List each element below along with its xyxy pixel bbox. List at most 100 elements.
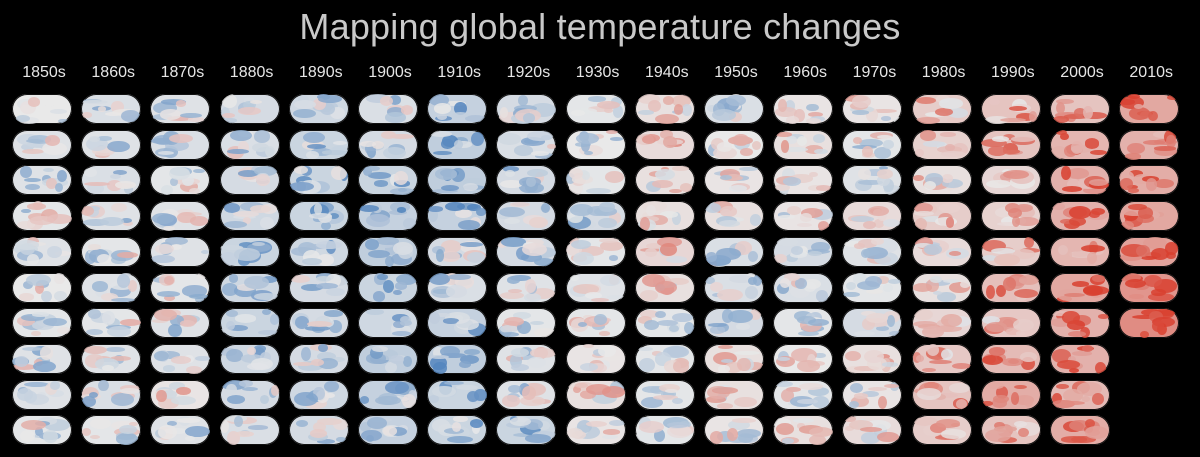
anomaly-patch xyxy=(385,242,397,256)
anomaly-patch xyxy=(453,139,463,150)
anomaly-patch xyxy=(1013,288,1039,299)
map-tile-1970s-year-4 xyxy=(842,236,903,267)
anomaly-patch xyxy=(529,217,548,229)
map-tile-1970s-year-1 xyxy=(842,129,903,160)
anomaly-patch xyxy=(117,251,139,259)
map-tile-1960s-year-6 xyxy=(773,308,834,339)
anomaly-patch xyxy=(522,386,536,401)
anomaly-patch xyxy=(519,396,546,407)
anomaly-patch xyxy=(157,425,177,439)
anomaly-patch xyxy=(1015,331,1026,336)
anomaly-patch xyxy=(81,112,92,118)
anomaly-patch xyxy=(656,320,678,327)
anomaly-patch xyxy=(933,394,946,401)
map-tile-1940s-year-8 xyxy=(634,379,695,410)
decade-label-1880s: 1880s xyxy=(229,64,274,81)
anomaly-patch xyxy=(14,356,29,367)
anomaly-patch xyxy=(301,284,323,292)
anomaly-patch xyxy=(587,106,612,113)
anomaly-patch xyxy=(796,360,821,372)
anomaly-patch xyxy=(502,165,519,172)
anomaly-patch xyxy=(428,272,450,285)
map-tile-1860s-year-9 xyxy=(81,415,142,446)
anomaly-patch xyxy=(1128,293,1144,300)
anomaly-patch xyxy=(573,251,595,266)
map-tile-1990s-year-5 xyxy=(980,272,1041,303)
anomaly-patch xyxy=(223,202,241,213)
anomaly-patch xyxy=(169,314,185,326)
anomaly-patch xyxy=(162,389,178,399)
anomaly-patch xyxy=(798,330,820,337)
map-tile-1850s-year-0 xyxy=(12,94,72,124)
anomaly-patch xyxy=(666,421,690,429)
map-tile-1850s-year-2 xyxy=(12,165,72,196)
anomaly-patch xyxy=(21,208,31,214)
anomaly-patch xyxy=(673,103,684,115)
anomaly-patch xyxy=(371,345,389,353)
anomaly-patch xyxy=(197,272,206,279)
map-tile-1880s-year-5 xyxy=(219,272,280,303)
map-tile-1960s-year-0 xyxy=(773,94,834,124)
decade-label-2010s: 2010s xyxy=(1129,64,1173,81)
anomaly-patch xyxy=(934,108,954,117)
anomaly-patch xyxy=(946,116,966,123)
anomaly-patch xyxy=(321,150,348,155)
anomaly-patch xyxy=(857,179,883,186)
map-tile-1870s-year-6 xyxy=(150,308,211,339)
map-tile-1910s-year-7 xyxy=(427,343,488,374)
anomaly-patch xyxy=(716,288,743,302)
anomaly-patch xyxy=(883,140,894,149)
anomaly-patch xyxy=(945,217,955,228)
anomaly-patch xyxy=(1051,318,1071,328)
anomaly-patch xyxy=(185,425,210,437)
anomaly-patch xyxy=(786,253,798,263)
chart-title: Mapping global temperature changes xyxy=(299,6,901,47)
map-tile-1920s-year-5 xyxy=(496,272,557,303)
anomaly-patch xyxy=(797,398,819,405)
anomaly-patch xyxy=(115,181,137,190)
anomaly-patch xyxy=(179,319,196,327)
map-tile-1850s-year-6 xyxy=(12,308,72,339)
map-tile-1970s-year-7 xyxy=(842,343,903,374)
anomaly-patch xyxy=(597,217,617,229)
anomaly-patch xyxy=(707,104,718,113)
anomaly-patch xyxy=(262,276,277,283)
anomaly-patch xyxy=(510,416,532,427)
anomaly-patch xyxy=(101,364,114,372)
map-tile-1880s-year-9 xyxy=(219,415,280,446)
anomaly-patch xyxy=(1083,105,1093,119)
anomaly-patch xyxy=(598,345,616,358)
anomaly-patch xyxy=(234,285,256,297)
anomaly-patch xyxy=(27,97,40,107)
anomaly-patch xyxy=(499,331,519,337)
anomaly-patch xyxy=(456,318,479,331)
anomaly-patch xyxy=(1002,358,1023,367)
anomaly-patch xyxy=(679,183,693,193)
anomaly-patch xyxy=(501,237,526,247)
anomaly-patch xyxy=(859,426,882,432)
anomaly-patch xyxy=(721,309,733,323)
anomaly-patch xyxy=(877,169,893,179)
anomaly-patch xyxy=(925,111,947,118)
anomaly-patch xyxy=(1064,293,1085,298)
anomaly-patch xyxy=(571,240,591,250)
anomaly-patch xyxy=(744,362,764,371)
anomaly-patch xyxy=(293,108,316,119)
anomaly-patch xyxy=(1052,203,1065,211)
anomaly-patch xyxy=(842,291,860,298)
map-tile-1870s-year-5 xyxy=(150,272,211,303)
map-tile-1920s-year-1 xyxy=(496,129,557,160)
anomaly-patch xyxy=(527,169,548,178)
anomaly-patch xyxy=(845,282,856,291)
anomaly-patch xyxy=(776,355,796,367)
anomaly-patch xyxy=(162,365,176,372)
anomaly-patch xyxy=(520,252,543,262)
anomaly-patch xyxy=(655,169,675,181)
anomaly-patch xyxy=(1055,98,1074,105)
anomaly-patch xyxy=(843,240,864,248)
map-tile-1920s-year-7 xyxy=(496,343,557,374)
anomaly-patch xyxy=(16,388,33,401)
anomaly-patch xyxy=(581,170,591,181)
anomaly-patch xyxy=(92,146,115,156)
anomaly-patch xyxy=(49,381,60,390)
